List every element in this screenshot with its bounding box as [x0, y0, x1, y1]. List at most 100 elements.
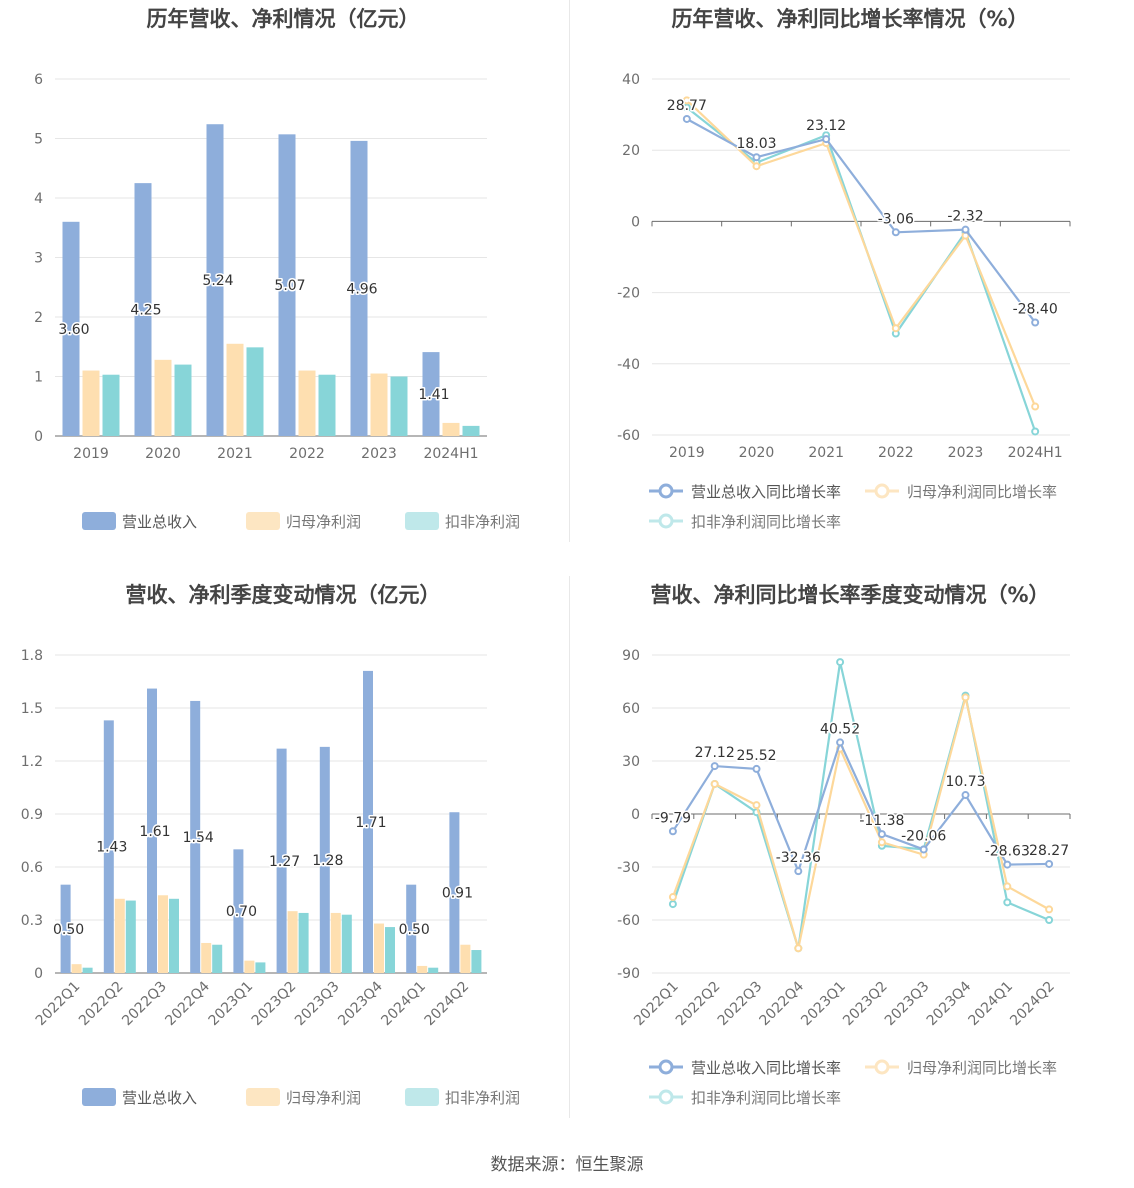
series-point [1045, 859, 1054, 868]
y-tick-label: 4 [34, 191, 43, 207]
bar [212, 944, 223, 973]
series-point [682, 96, 691, 105]
x-tick-label: 2022Q3 [715, 979, 766, 1030]
bar [374, 923, 384, 973]
data-label: 18.03 [736, 136, 776, 152]
y-tick-label: -30 [617, 860, 640, 876]
x-tick-label: 2023 [948, 445, 984, 461]
y-tick-label: 3 [34, 251, 43, 267]
legend-label: 扣非净利润同比增长率 [691, 513, 841, 531]
y-tick-label: -40 [617, 357, 640, 373]
legend-swatch [246, 1088, 280, 1106]
x-tick-label: 2023Q1 [798, 979, 849, 1030]
x-tick-label: 2023Q3 [882, 979, 933, 1030]
series-point [891, 228, 900, 237]
bar [102, 374, 120, 436]
chart-title: 营收、净利季度变动情况（亿元） [126, 583, 441, 607]
y-tick-label: 5 [34, 132, 43, 148]
bar [287, 911, 298, 973]
x-tick-label: 2021 [808, 445, 844, 461]
x-tick-label: 2024H1 [423, 446, 478, 462]
y-tick-label: 0.9 [21, 807, 43, 823]
series-point [710, 762, 719, 771]
y-tick-label: 0 [34, 966, 43, 982]
x-tick-label: 2023Q4 [335, 978, 386, 1029]
x-tick-label: 2020 [145, 446, 181, 462]
bar [255, 962, 266, 973]
legend-label: 扣非净利润 [445, 1089, 520, 1107]
quarterly-growth-chart: 营收、净利同比增长率季度变动情况（%） -90 -60 -30 0 30 60 90 2022Q… [567, 576, 1134, 1136]
x-tick-label: 2024H1 [1008, 445, 1063, 461]
series-point [1045, 905, 1054, 914]
series-point [668, 900, 677, 909]
x-tick-label: 2022Q4 [162, 978, 213, 1029]
data-label: 25.52 [736, 748, 776, 764]
series-point [836, 658, 845, 667]
y-tick-label: 6 [34, 72, 43, 88]
x-tick-label: 2024Q1 [966, 979, 1017, 1030]
series-point [891, 324, 900, 333]
data-label: 10.73 [945, 774, 985, 790]
data-label: 5.24 [202, 273, 233, 289]
x-tick-label: 2023Q3 [292, 979, 343, 1030]
legend-swatch-marker [658, 513, 674, 529]
data-label: -11.38 [859, 813, 904, 829]
series-line [686, 118, 1037, 324]
y-tick-label: 0.3 [21, 913, 43, 929]
x-tick-label: 2019 [669, 445, 705, 461]
bar [226, 343, 244, 436]
y-tick-label: 60 [622, 701, 640, 717]
annual-line-svg: 历年营收、净利同比增长率情况（%） -60 -40 -20 0 20 40 2019 2020 2… [617, 7, 1071, 531]
series-point [961, 791, 970, 800]
bar [190, 700, 201, 973]
bar [169, 898, 179, 973]
data-label: 1.54 [183, 830, 214, 846]
series-point [877, 830, 886, 839]
y-tick-label: 0 [631, 807, 640, 823]
series-line [671, 697, 1050, 949]
bar [406, 884, 417, 973]
y-tick-label: 1.2 [21, 754, 43, 770]
bar [318, 374, 336, 436]
bar [206, 124, 224, 436]
series-point [822, 135, 831, 144]
series-point [1003, 882, 1012, 891]
y-tick-label: 0 [631, 214, 640, 230]
x-tick-label: 2023Q1 [206, 979, 257, 1030]
data-label: 1.71 [355, 815, 386, 831]
bar [341, 914, 352, 973]
bar [134, 183, 152, 436]
y-tick-label: 1.8 [21, 648, 43, 664]
series-point [752, 153, 761, 162]
y-tick-label: 0.6 [21, 860, 43, 876]
y-tick-label: -60 [617, 913, 640, 929]
bar [417, 965, 428, 973]
bar [385, 927, 395, 973]
annual-growth-chart: 历年营收、净利同比增长率情况（%） -60 -40 -20 0 20 40 2019 2020 2… [567, 0, 1134, 560]
x-tick-label: 2023Q4 [924, 978, 975, 1029]
data-label: 5.07 [274, 278, 305, 294]
x-tick-label: 2019 [73, 446, 109, 462]
data-label: 1.28 [312, 853, 343, 869]
bar [62, 221, 80, 436]
x-tick-label: 2023Q2 [249, 979, 300, 1030]
y-tick-label: 2 [34, 310, 43, 326]
bar [71, 964, 82, 973]
annual-bar-svg: 历年营收、净利情况（亿元） 0 1 2 3 4 5 6 2019 3.60 2020 4.25 2021… [34, 7, 520, 531]
chart-title: 历年营收、净利同比增长率情况（%） [671, 7, 1028, 31]
quarter-bar-svg: 营收、净利季度变动情况（亿元） 0 0.3 0.6 0.9 1.2 1.5 1.8 2022Q1… [21, 583, 520, 1107]
x-tick-label: 2022 [878, 445, 914, 461]
y-tick-label: -20 [617, 286, 640, 302]
legend-label: 归母净利润同比增长率 [907, 1059, 1057, 1077]
legend-swatch [82, 512, 116, 530]
data-label: 1.61 [139, 824, 170, 840]
bar [462, 425, 480, 436]
series-line [671, 661, 1050, 949]
bar [114, 898, 125, 973]
series-point [1031, 318, 1040, 327]
series-point [836, 738, 845, 747]
bar [60, 884, 71, 973]
bar [103, 720, 114, 973]
series-line [686, 106, 1037, 432]
x-tick-label: 2022Q2 [76, 979, 127, 1030]
